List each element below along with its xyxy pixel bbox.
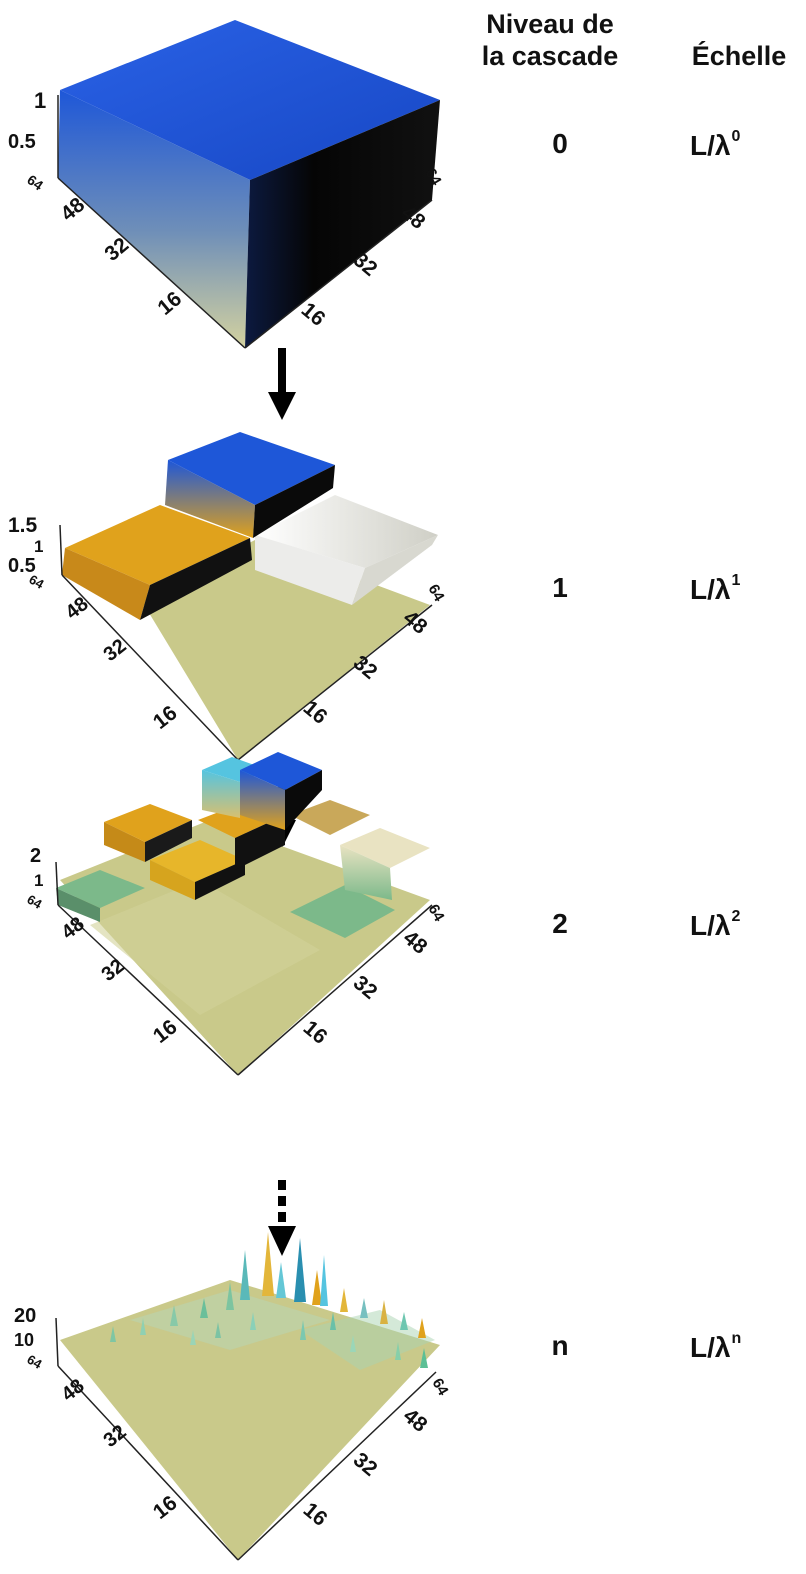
scale-exp-0: 0: [731, 128, 741, 145]
axis-tick-2-right-32: 32: [349, 971, 382, 1004]
axis-tick-n-left-16: 16: [149, 1491, 182, 1524]
axis-tick-0-right-64: 64: [422, 166, 445, 190]
axis-tick-1-left-48: 48: [62, 593, 93, 624]
level-label-0: 0: [552, 128, 568, 159]
surface-level-0: [57, 20, 440, 349]
level-label-1: 1: [552, 572, 568, 603]
surface-level-2: [55, 752, 433, 1076]
z-tick-n-10: 10: [14, 1330, 34, 1350]
axis-tick-1-left-16: 16: [149, 701, 182, 734]
scale-label-2: L/λ2: [690, 908, 740, 942]
scale-label-0: L/λ0: [690, 128, 740, 162]
scale-exp-1: 1: [731, 572, 741, 589]
surface-level-1: [59, 432, 438, 761]
axis-tick-n-left-48: 48: [58, 1375, 89, 1406]
level-label-n: n: [551, 1330, 569, 1361]
axis-tick-0-left-64: 64: [24, 171, 46, 193]
axis-tick-n-right-16: 16: [299, 1498, 332, 1531]
scale-label-1: L/λ1: [690, 572, 740, 606]
z-tick-2-1: 1: [34, 871, 43, 890]
axis-tick-n-right-48: 48: [399, 1404, 432, 1437]
axis-tick-2-right-48: 48: [399, 926, 432, 959]
axis-tick-2-left-64: 64: [25, 892, 46, 913]
z-tick-1-15: 1.5: [8, 514, 38, 537]
axis-tick-2-left-32: 32: [98, 955, 129, 986]
scale-exp-2: 2: [731, 908, 741, 925]
scale-base-0: L/λ: [690, 130, 731, 161]
z-tick-2-2: 2: [30, 845, 41, 867]
cascade-arrow-1: [268, 348, 296, 420]
axis-tick-n-right-32: 32: [349, 1448, 382, 1481]
axis-tick-n-left-32: 32: [100, 1421, 131, 1452]
surface-level-n: [55, 1232, 440, 1561]
axis-tick-2-right-64: 64: [425, 902, 448, 926]
header-cascade-level-line1: Niveau de: [486, 9, 614, 39]
axis-tick-1-left-32: 32: [100, 635, 131, 666]
header-cascade-level-line2: la cascade: [481, 41, 619, 71]
axis-tick-2-left-48: 48: [58, 913, 89, 944]
z-tick-n-20: 20: [14, 1305, 36, 1327]
scale-exp-n: n: [731, 1330, 742, 1347]
axis-tick-n-right-64: 64: [429, 1376, 452, 1400]
cascade-arrow-dotted: [268, 1180, 296, 1256]
header-scale: Échelle: [691, 41, 787, 71]
axis-tick-2-left-16: 16: [149, 1015, 182, 1048]
axis-tick-n-left-64: 64: [25, 1352, 46, 1373]
z-tick-0-05: 0.5: [8, 131, 36, 153]
scale-base-n: L/λ: [690, 1332, 731, 1363]
scale-base-1: L/λ: [690, 574, 731, 605]
z-tick-1-05: 0.5: [8, 555, 36, 577]
axis-tick-1-right-64: 64: [425, 582, 448, 606]
z-tick-1-1: 1: [34, 537, 43, 556]
scale-label-n: L/λn: [690, 1330, 741, 1364]
spike-field: [110, 1232, 428, 1368]
z-tick-0-1: 1: [34, 88, 46, 113]
scale-base-2: L/λ: [690, 910, 731, 941]
level-label-2: 2: [552, 908, 568, 939]
header-cascade-level: Niveau de la cascade: [462, 8, 638, 72]
axis-tick-0-left-16: 16: [153, 287, 186, 320]
axis-tick-2-right-16: 16: [299, 1016, 332, 1049]
